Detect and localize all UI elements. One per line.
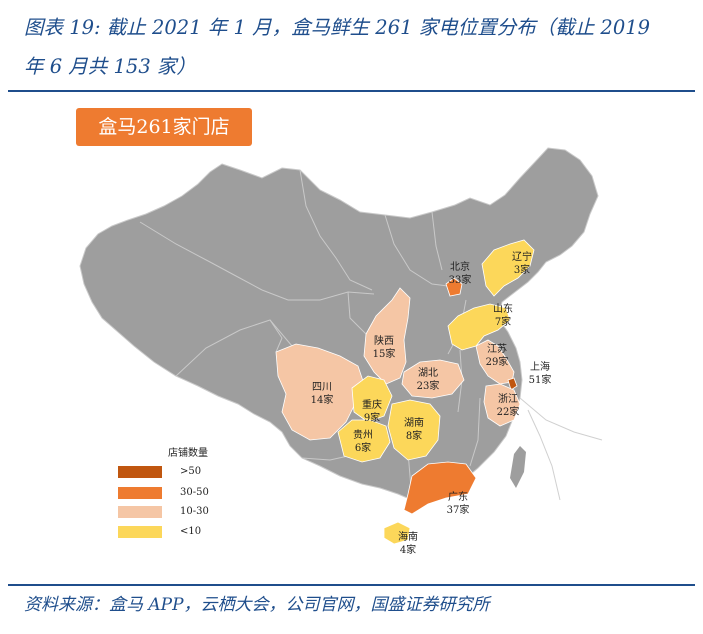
figure-title: 图表 19: 截止 2021 年 1 月，盒马鲜生 261 家电位置分布（截止 … xyxy=(24,8,684,86)
legend-swatch xyxy=(118,505,162,518)
province-count-hubei: 23家 xyxy=(417,379,440,392)
legend-item-under-10: <10 xyxy=(118,525,201,538)
province-name-shaanxi: 陕西 xyxy=(374,334,394,347)
province-count-shandong: 7家 xyxy=(495,315,511,328)
legend-label: 10-30 xyxy=(180,506,209,517)
legend-item-10-30: 10-30 xyxy=(118,505,209,518)
province-name-shanghai: 上海 xyxy=(530,360,550,373)
top-rule xyxy=(8,90,695,92)
province-guangdong xyxy=(403,461,477,515)
province-count-guizhou: 6家 xyxy=(355,441,371,454)
province-liaoning xyxy=(481,239,535,297)
province-count-hainan: 4家 xyxy=(400,543,416,556)
province-name-jiangsu: 江苏 xyxy=(487,342,507,355)
province-count-shaanxi: 15家 xyxy=(373,347,396,360)
province-name-sichuan: 四川 xyxy=(312,382,332,393)
taiwan-land xyxy=(510,446,526,488)
province-name-liaoning: 辽宁 xyxy=(512,250,532,263)
province-shapes xyxy=(275,239,535,545)
province-chongqing xyxy=(351,375,393,423)
bottom-rule xyxy=(8,584,695,586)
province-shaanxi xyxy=(363,287,411,385)
province-name-shandong: 山东 xyxy=(493,302,513,315)
province-name-guizhou: 贵州 xyxy=(353,428,373,441)
figure-title-line2: 年 6 月共 153 家） xyxy=(24,55,196,78)
store-count-badge: 盒马261家门店 xyxy=(76,108,252,146)
province-beijing xyxy=(445,277,463,297)
legend-item-over-50: >50 xyxy=(118,465,201,478)
province-count-liaoning: 3家 xyxy=(514,263,530,276)
province-jiangsu xyxy=(475,339,515,385)
source-note: 资料来源：盒马 APP，云栖大会，公司官网，国盛证券研究所 xyxy=(24,595,490,615)
province-sichuan xyxy=(275,343,365,441)
province-hubei xyxy=(401,359,465,399)
legend-label: >50 xyxy=(180,466,202,477)
province-hunan xyxy=(387,399,441,461)
province-name-zhejiang: 浙江 xyxy=(498,393,518,405)
province-count-shanghai: 51家 xyxy=(529,373,552,386)
mainland-land xyxy=(79,147,599,501)
legend-title: 店铺数量 xyxy=(168,448,208,459)
sea-borders xyxy=(519,397,603,501)
province-name-hubei: 湖北 xyxy=(418,367,438,379)
province-shanghai xyxy=(507,377,518,391)
province-guizhou xyxy=(337,419,391,463)
province-name-beijing: 北京 xyxy=(450,260,470,273)
figure-title-line1: 图表 19: 截止 2021 年 1 月，盒马鲜生 261 家电位置分布（截止 … xyxy=(24,16,651,39)
province-name-hainan: 海南 xyxy=(398,530,418,543)
province-name-guangdong: 广东 xyxy=(448,490,468,503)
province-name-hunan: 湖南 xyxy=(404,416,424,429)
legend-item-30-50: 30-50 xyxy=(118,486,209,499)
legend-swatch xyxy=(118,525,162,538)
province-count-sichuan: 14家 xyxy=(311,393,334,406)
province-count-jiangsu: 29家 xyxy=(486,355,509,368)
province-count-hunan: 8家 xyxy=(406,429,422,442)
province-count-zhejiang: 22家 xyxy=(497,405,520,418)
province-hainan xyxy=(383,521,411,545)
legend-swatch xyxy=(118,486,162,499)
province-name-chongqing: 重庆 xyxy=(362,398,382,411)
province-zhejiang xyxy=(483,383,521,427)
legend-label: 30-50 xyxy=(180,487,209,498)
province-count-chongqing: 9家 xyxy=(364,411,380,424)
province-count-guangdong: 37家 xyxy=(447,503,470,516)
province-count-beijing: 33家 xyxy=(449,273,472,286)
legend-swatch xyxy=(118,465,162,478)
legend-label: <10 xyxy=(180,526,202,537)
province-shandong xyxy=(447,303,511,351)
